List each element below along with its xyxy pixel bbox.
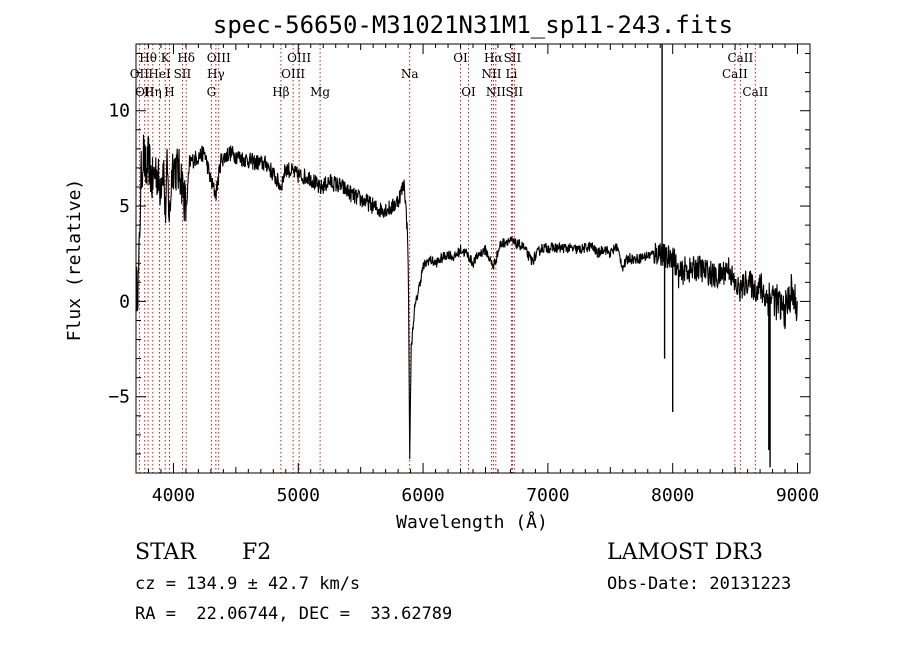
x-tick-label: 7000: [526, 485, 569, 506]
plot-frame: [135, 43, 811, 474]
line-label-6716: SII: [504, 51, 522, 65]
ra-dec-coordinates: RA = 22.06744, DEC = 33.62789: [135, 604, 453, 624]
line-label-4363: OIII: [207, 51, 231, 65]
line-label-8662: CaII: [742, 85, 768, 99]
chart-title: spec-56650-M31021N31M1_sp11-243.fits: [213, 11, 733, 39]
object-subclass: F2: [242, 540, 272, 565]
line-label-8542: CaII: [727, 51, 753, 65]
y-axis: −5 0 5 10: [108, 53, 810, 455]
survey-name: LAMOST DR3: [607, 540, 763, 565]
line-label-3797: Hθ: [139, 51, 157, 65]
line-label-3727: OII: [130, 67, 150, 81]
y-tick-label: 5: [119, 196, 130, 217]
line-label-6364: OI: [461, 85, 476, 99]
line-label-6731: SII: [505, 85, 523, 99]
line-label-4304: G: [207, 85, 217, 99]
line-label-6563: Hα: [484, 51, 503, 65]
line-label-6708: Li: [506, 67, 518, 81]
line-label-8498: CaII: [722, 67, 748, 81]
x-tick-label: 6000: [401, 485, 444, 506]
redshift-cz: cz = 134.9 ± 42.7 km/s: [135, 574, 361, 594]
y-tick-label: 0: [119, 291, 130, 312]
line-label-4340: Hγ: [207, 67, 225, 81]
y-axis-label: Flux (relative): [64, 179, 85, 342]
line-label-6300: OI: [453, 51, 468, 65]
observation-date: Obs-Date: 20131223: [607, 574, 792, 594]
x-tick-label: 5000: [277, 485, 320, 506]
x-axis: 4000 5000 6000 7000 8000 9000: [147, 44, 819, 506]
object-class: STAR: [135, 540, 196, 565]
line-label-4072: SII: [174, 67, 192, 81]
line-label-3835: Hη: [144, 85, 162, 99]
x-tick-label: 9000: [776, 485, 819, 506]
line-label-3770: OII: [135, 85, 155, 99]
x-tick-label: 4000: [152, 485, 195, 506]
y-tick-label: −5: [108, 387, 130, 408]
x-tick-label: 8000: [651, 485, 694, 506]
line-label-3934: K: [161, 51, 171, 65]
spectrum-spikes: [661, 44, 771, 468]
line-label-6583: NII: [486, 85, 506, 99]
line-label-5007: OIII: [287, 51, 311, 65]
line-label-4959: OIII: [281, 67, 305, 81]
line-label-3968: H: [164, 85, 174, 99]
spectral-line-labels: OIIOIIHθHηHeIKHSIIHδGHγOIIIHβOIIIOIIIMgN…: [130, 51, 769, 99]
line-label-6548: NII: [481, 67, 501, 81]
line-label-4102: Hδ: [177, 51, 195, 65]
line-label-4861: Hβ: [272, 85, 289, 99]
line-label-5893: Na: [401, 67, 419, 81]
spectrum-line: [135, 134, 798, 460]
line-label-3889: HeI: [148, 67, 171, 81]
line-label-5175: Mg: [310, 85, 330, 99]
x-axis-label: Wavelength (Å): [396, 511, 548, 533]
y-tick-label: 10: [108, 101, 130, 122]
